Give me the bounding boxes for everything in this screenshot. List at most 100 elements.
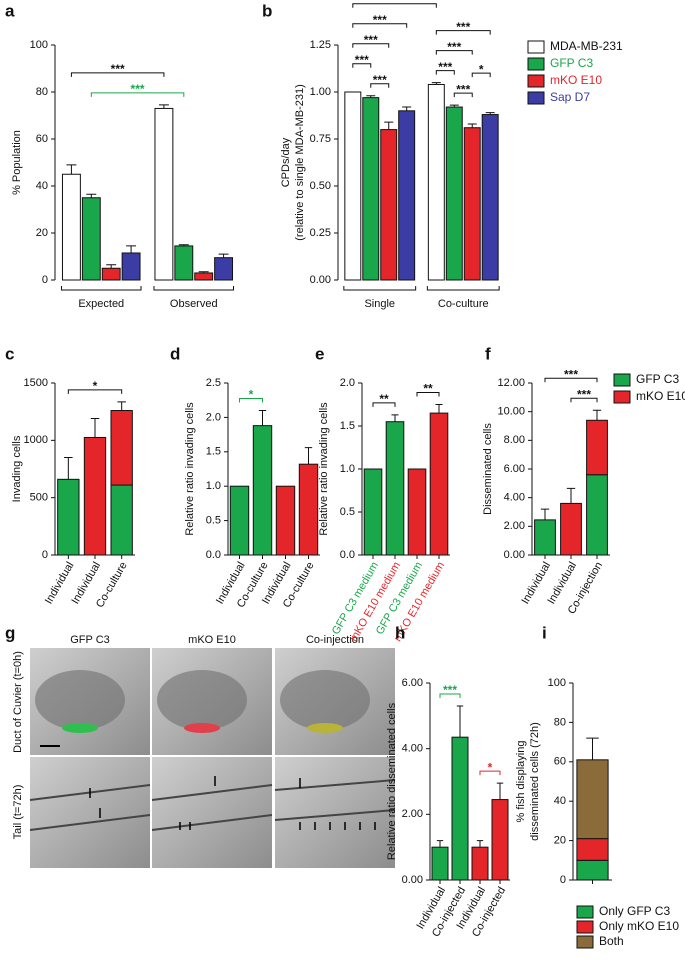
error-bar bbox=[485, 112, 495, 115]
error-bar bbox=[436, 840, 444, 848]
group-bracket bbox=[426, 286, 500, 291]
bar bbox=[398, 110, 416, 281]
significance-bracket bbox=[570, 397, 598, 403]
y-axis-label: Relative ratio invading cells bbox=[184, 402, 196, 536]
y-tick-label: 20 bbox=[554, 835, 566, 847]
bar bbox=[451, 736, 469, 881]
legend-label: mKO E10 bbox=[636, 389, 685, 403]
bar bbox=[252, 425, 273, 556]
error-bar bbox=[66, 164, 77, 175]
y-tick-label: 100 bbox=[548, 677, 566, 689]
y-tick-label: 1000 bbox=[24, 434, 48, 446]
panel-letter: g bbox=[5, 623, 15, 642]
bar bbox=[275, 485, 296, 556]
error-bar bbox=[366, 95, 376, 98]
significance-bracket bbox=[471, 72, 491, 78]
significance-bracket bbox=[70, 72, 165, 77]
significance-label: *** bbox=[447, 40, 461, 54]
significance-label: *** bbox=[456, 82, 470, 96]
y-tick-label: 0.00 bbox=[402, 874, 423, 886]
bar bbox=[110, 410, 133, 486]
panel-letter: i bbox=[542, 623, 547, 642]
error-bar bbox=[304, 447, 313, 465]
error-bar bbox=[431, 82, 441, 85]
significance-label: *** bbox=[364, 33, 378, 47]
error-bar bbox=[540, 508, 550, 520]
bar bbox=[481, 114, 499, 281]
significance-label: *** bbox=[373, 13, 387, 27]
y-tick-label: 0 bbox=[42, 274, 48, 286]
legend-swatch bbox=[576, 905, 594, 919]
image-panel: g GFP C3 mKO E10 Co-injection Duct of Cu… bbox=[5, 623, 396, 868]
bar bbox=[534, 519, 556, 556]
y-tick-label: 10.00 bbox=[497, 406, 525, 418]
y-tick-label: 2.0 bbox=[206, 411, 221, 423]
bar bbox=[174, 245, 194, 281]
legend-swatch bbox=[527, 74, 545, 88]
y-tick-label: 0.0 bbox=[206, 549, 221, 561]
embryo bbox=[157, 670, 247, 730]
legend-swatch bbox=[576, 920, 594, 934]
significance-bracket bbox=[372, 402, 396, 407]
significance-bracket bbox=[435, 50, 473, 55]
panel-letter: e bbox=[315, 344, 324, 363]
y-axis-label: Disseminated cells bbox=[482, 423, 494, 515]
arrow bbox=[89, 776, 376, 830]
legend-swatch bbox=[527, 91, 545, 105]
y-tick-label: 1.0 bbox=[340, 463, 355, 475]
error-bar bbox=[402, 106, 412, 111]
error-bar bbox=[467, 123, 477, 128]
significance-bracket bbox=[435, 30, 491, 35]
significance-label: *** bbox=[456, 20, 470, 34]
bar bbox=[61, 173, 81, 281]
embryo bbox=[35, 670, 125, 730]
error-bar bbox=[586, 737, 599, 760]
significance-bracket bbox=[370, 83, 390, 88]
y-tick-label: 1.5 bbox=[206, 446, 221, 458]
bar bbox=[586, 474, 608, 556]
y-axis-label: % fish displaying bbox=[515, 741, 527, 823]
significance-label: *** bbox=[373, 73, 387, 87]
bar bbox=[110, 484, 133, 556]
bar bbox=[429, 412, 449, 556]
error-bar bbox=[258, 410, 267, 426]
significance-bracket bbox=[352, 23, 408, 28]
y-axis-label: disseminated cells (72h) bbox=[529, 722, 541, 841]
significance-label: * bbox=[93, 379, 98, 393]
cells bbox=[62, 723, 98, 733]
bar bbox=[81, 197, 101, 281]
y-tick-label: 0.5 bbox=[340, 506, 355, 518]
y-tick-label: 2.5 bbox=[206, 377, 221, 389]
group-bracket bbox=[153, 286, 235, 291]
group-bracket bbox=[60, 286, 142, 291]
significance-label: *** bbox=[131, 82, 145, 96]
bar bbox=[121, 252, 141, 281]
y-tick-label: 0 bbox=[560, 874, 566, 886]
y-tick-label: 40 bbox=[554, 795, 566, 807]
y-axis-label: Relative ratio invading cells bbox=[318, 402, 330, 536]
legend-label: Only mKO E10 bbox=[599, 919, 679, 933]
error-bar bbox=[158, 104, 169, 109]
panel-letter: h bbox=[395, 623, 405, 642]
panel-letter: a bbox=[5, 1, 15, 20]
error-bar bbox=[384, 121, 394, 130]
significance-bracket bbox=[416, 392, 440, 397]
x-tick-label: Expected bbox=[78, 298, 124, 310]
y-tick-label: 60 bbox=[554, 756, 566, 768]
y-tick-label: 100 bbox=[30, 39, 48, 51]
error-bar bbox=[218, 253, 229, 258]
bar bbox=[298, 463, 319, 556]
significance-label: * bbox=[249, 388, 254, 402]
y-axis-label: Invading cells bbox=[11, 435, 23, 502]
significance-bracket bbox=[544, 377, 598, 383]
bar bbox=[586, 419, 608, 476]
error-bar bbox=[566, 487, 576, 504]
y-axis-label: Relative ratio disseminated cells bbox=[386, 702, 398, 860]
significance-label: *** bbox=[443, 683, 457, 697]
micrographs bbox=[29, 648, 396, 868]
significance-bracket bbox=[67, 389, 123, 394]
error-bar bbox=[90, 418, 100, 438]
y-tick-label: 4.00 bbox=[402, 743, 423, 755]
bar bbox=[362, 97, 380, 281]
